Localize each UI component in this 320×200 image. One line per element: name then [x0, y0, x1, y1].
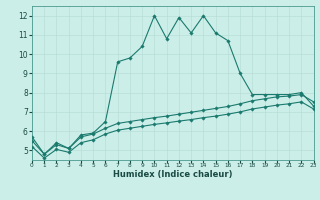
X-axis label: Humidex (Indice chaleur): Humidex (Indice chaleur): [113, 170, 233, 179]
